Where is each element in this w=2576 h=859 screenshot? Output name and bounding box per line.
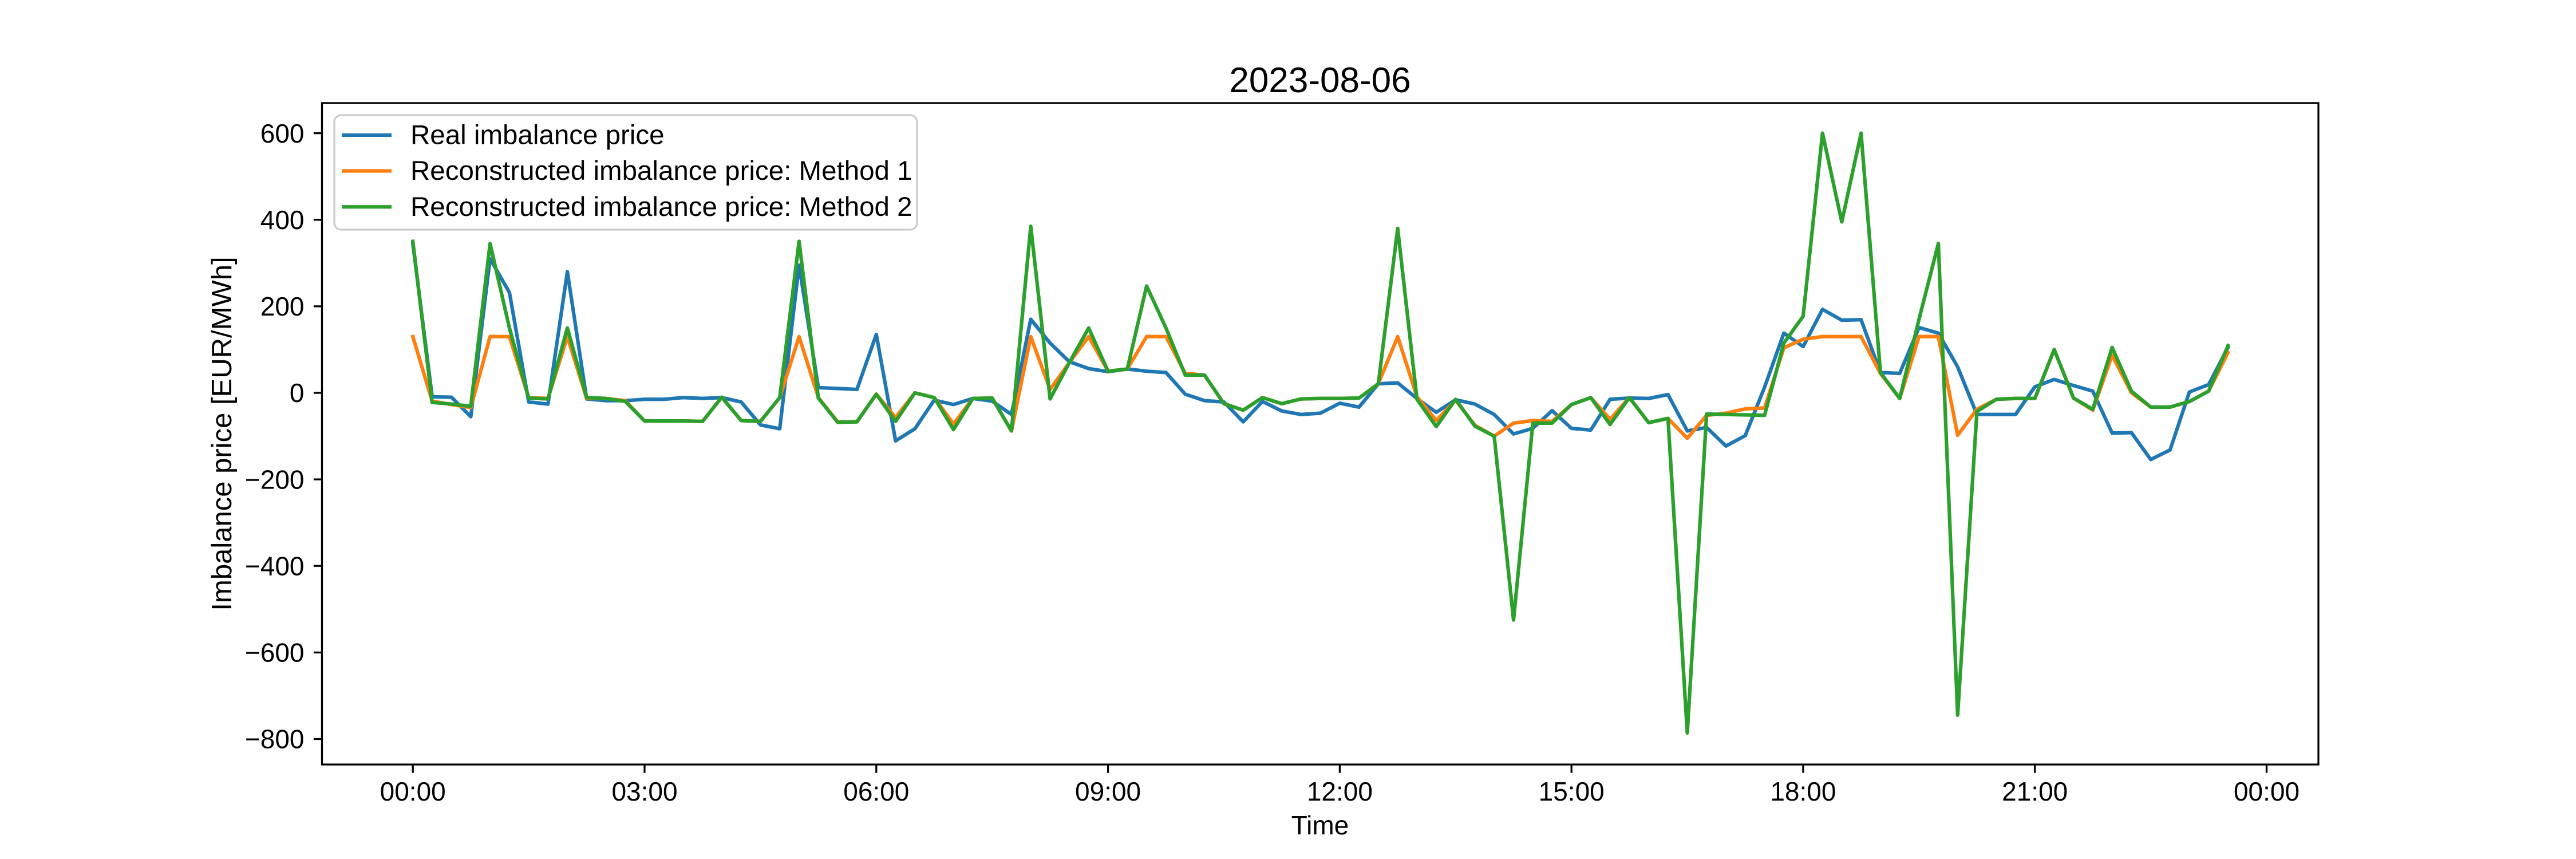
svg-text:600: 600 [260,119,305,148]
svg-text:09:00: 09:00 [1075,777,1141,806]
svg-text:15:00: 15:00 [1539,777,1605,806]
svg-text:−200: −200 [245,464,305,494]
svg-text:Time: Time [1291,810,1349,840]
svg-text:18:00: 18:00 [1770,777,1836,806]
svg-text:Reconstructed imbalance price:: Reconstructed imbalance price: Method 2 [410,192,912,222]
svg-text:21:00: 21:00 [2002,777,2068,806]
svg-text:Reconstructed imbalance price:: Reconstructed imbalance price: Method 1 [410,156,912,186]
svg-text:0: 0 [290,378,305,408]
svg-text:03:00: 03:00 [611,777,677,806]
svg-text:400: 400 [260,205,305,235]
svg-text:200: 200 [260,291,305,321]
svg-text:06:00: 06:00 [843,777,909,806]
svg-text:00:00: 00:00 [2234,777,2300,806]
svg-text:−800: −800 [245,724,305,754]
svg-text:Real imbalance price: Real imbalance price [410,120,665,151]
svg-text:−400: −400 [245,551,305,581]
svg-text:00:00: 00:00 [380,777,446,806]
svg-text:12:00: 12:00 [1307,777,1373,806]
svg-text:Imbalance price [EUR/MWh]: Imbalance price [EUR/MWh] [207,257,238,610]
svg-text:−600: −600 [245,638,305,668]
svg-text:2023-08-06: 2023-08-06 [1229,61,1411,100]
